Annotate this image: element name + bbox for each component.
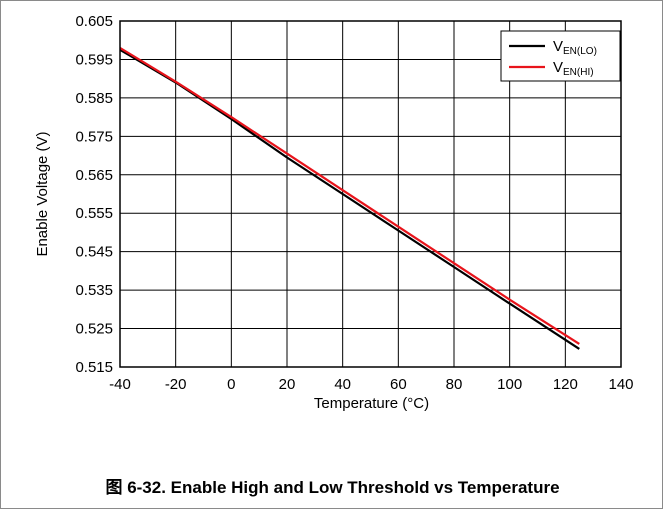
- y-tick-labels: 0.515 0.525 0.535 0.545 0.555 0.565 0.575 0.585…: [75, 13, 113, 376]
- legend: VEN(LO) VEN(HI): [500, 30, 621, 82]
- x-tick-label: 0: [227, 376, 235, 393]
- y-tick-label: 0.515: [75, 359, 113, 376]
- x-tick-label: 20: [279, 376, 296, 393]
- x-tick-label: 60: [390, 376, 407, 393]
- x-tick-label: -40: [109, 376, 131, 393]
- plot-frame: [119, 20, 622, 368]
- x-axis-title: Temperature (°C): [314, 395, 429, 412]
- y-tick-label: 0.565: [75, 167, 113, 184]
- x-tick-label: 40: [334, 376, 351, 393]
- x-tick-labels: -40 -20 0 20 40 60 80 100 120 140: [109, 376, 633, 393]
- x-tick-label: -20: [165, 376, 187, 393]
- y-tick-label: 0.545: [75, 244, 113, 261]
- figure-caption: 图 6-32. Enable High and Low Threshold vs…: [105, 478, 560, 497]
- y-tick-label: 0.585: [75, 90, 113, 107]
- legend-box: [500, 30, 621, 82]
- x-tick-label: 120: [553, 376, 578, 393]
- y-tick-label: 0.605: [75, 13, 113, 30]
- y-tick-label: 0.555: [75, 205, 113, 222]
- series-line-en-lo: [119, 48, 580, 350]
- legend-label-enhi: VEN(HI): [553, 59, 594, 78]
- series-lines: [119, 46, 580, 350]
- y-tick-label: 0.575: [75, 128, 113, 145]
- x-tick-label: 100: [497, 376, 522, 393]
- x-tick-label: 80: [446, 376, 463, 393]
- y-tick-label: 0.535: [75, 282, 113, 299]
- legend-label-enlo: VEN(LO): [553, 38, 597, 57]
- y-axis-title: Enable Voltage (V): [34, 131, 51, 256]
- chart: -40 -20 0 20 40 60 80 100 120 140 0.515 0.525 0.535…: [34, 13, 634, 412]
- y-tick-label: 0.595: [75, 51, 113, 68]
- series-line-en-hi: [119, 46, 580, 345]
- x-tick-label: 140: [608, 376, 633, 393]
- y-tick-label: 0.525: [75, 321, 113, 338]
